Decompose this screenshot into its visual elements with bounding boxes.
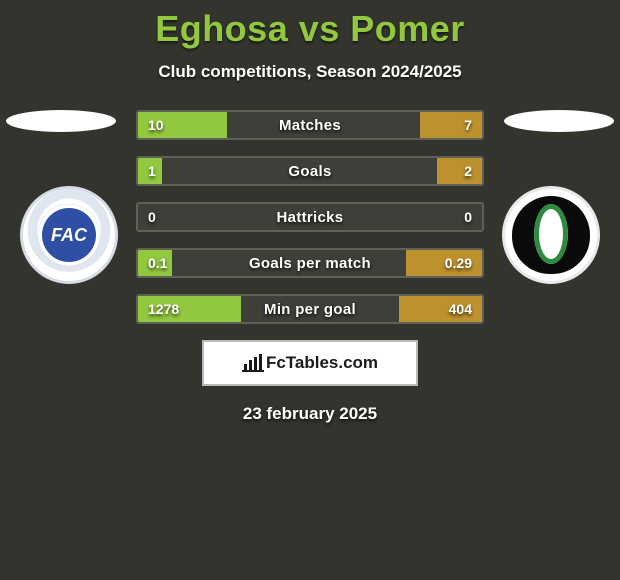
stat-row: 1278404Min per goal (136, 294, 484, 324)
stat-row: 0.10.29Goals per match (136, 248, 484, 278)
left-team-badge-text: FAC (38, 204, 100, 266)
page-subtitle: Club competitions, Season 2024/2025 (0, 62, 620, 82)
stat-row: 00Hattricks (136, 202, 484, 232)
page-title: Eghosa vs Pomer (0, 0, 620, 50)
stat-label: Hattricks (138, 204, 482, 230)
left-player-oval (6, 110, 116, 132)
right-team-badge-shape (512, 196, 590, 274)
brand-text: FcTables.com (266, 353, 378, 373)
stat-label: Matches (138, 112, 482, 138)
stat-row: 107Matches (136, 110, 484, 140)
stat-label: Min per goal (138, 296, 482, 322)
stat-bars: 107Matches 12Goals 00Hattricks 0.10.29Goals… (136, 110, 484, 324)
stat-label: Goals (138, 158, 482, 184)
stat-row: 12Goals (136, 156, 484, 186)
brand-box: FcTables.com (202, 340, 418, 386)
right-team-badge (502, 186, 600, 284)
left-team-badge: FAC (20, 186, 118, 284)
comparison-arena: FAC 107Matches 12Goals 00Hattricks 0.10.29G… (0, 110, 620, 324)
stat-label: Goals per match (138, 250, 482, 276)
footer-date: 23 february 2025 (0, 404, 620, 424)
right-player-oval (504, 110, 614, 132)
bar-chart-icon (242, 354, 264, 372)
